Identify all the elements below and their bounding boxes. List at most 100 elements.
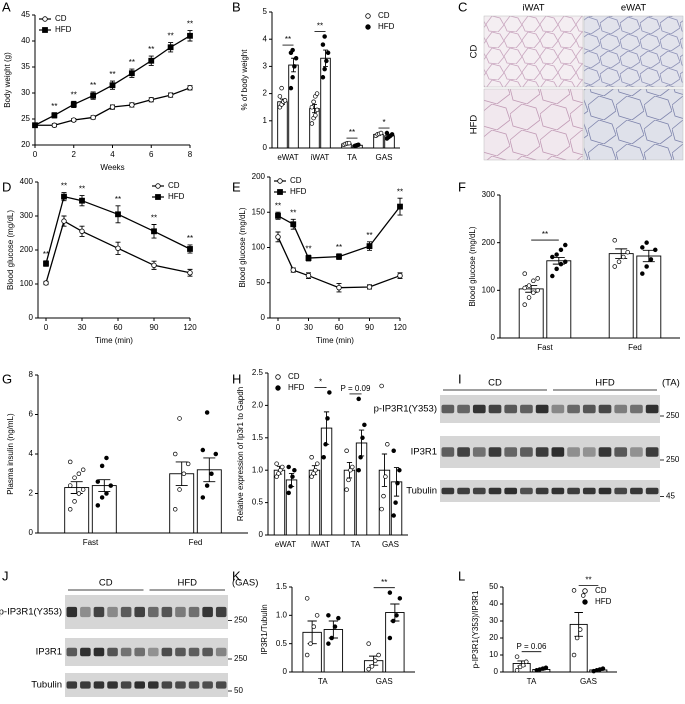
marker [42,16,48,22]
data-point [314,107,320,113]
data-point [394,613,399,618]
y-tick-label: 1.0 [276,610,288,619]
size-marker: 250 [234,616,248,625]
data-point [274,474,279,479]
data-point [514,654,520,659]
marker [275,212,281,219]
blot-band [567,487,580,495]
blot-band [598,487,612,495]
data-point [563,242,568,248]
data-point [563,259,568,264]
x-axis-label: Time (min) [316,336,354,345]
y-tick-label: 4 [263,34,268,43]
blot-band [134,681,145,689]
data-point [311,99,316,105]
blot-band [93,681,105,689]
blot-band [66,606,78,618]
data-point [76,491,82,496]
blot-band [535,404,549,414]
data-point [200,447,206,453]
data-point [390,618,396,624]
blot-band [107,647,118,657]
legend-label: CD [378,11,390,20]
significance: ** [115,195,121,204]
x-tick-label: 8 [188,150,193,159]
y-tick-label: 35 [21,62,30,71]
data-point [526,295,532,300]
marker [70,101,77,108]
data-point [308,641,313,646]
marker [366,243,373,249]
data-point [325,416,330,421]
data-point [204,483,210,488]
series-line [277,236,401,289]
data-point [395,480,400,486]
y-tick-label: 400 [20,177,34,186]
data-point [177,487,182,492]
data-point [346,477,351,483]
panel-letter: H [232,371,241,386]
blot-band [504,404,518,414]
blot-band [188,681,200,689]
error-bar [323,49,328,67]
data-point [350,464,355,470]
error-bar [98,479,111,492]
data-point [290,47,295,53]
x-tick-label: 4 [110,150,115,159]
blot-band [472,487,486,495]
y-tick-label: 0 [29,313,34,322]
blot-band [472,447,486,457]
x-tick-label: eWAT [277,153,298,162]
blot-band [535,487,549,495]
legend-label: HFD [595,597,612,606]
data-point [520,662,526,668]
data-point [369,664,375,669]
marker [167,92,174,98]
row-label: IP3R1 [36,647,62,658]
data-point [209,471,214,477]
marker [109,82,116,89]
data-point [324,58,329,64]
data-point [99,463,105,469]
blot-band [107,681,118,689]
marker [42,27,48,33]
marker [290,221,297,228]
data-point [535,276,540,281]
y-tick-label: 2.5 [252,368,264,377]
bar [518,288,544,339]
data-point [381,493,386,499]
x-tick-label: TA [347,153,357,162]
marker [397,273,403,279]
panel-letter: I [458,371,462,386]
y-tick-label: 2 [263,89,268,98]
blot-band [120,647,132,657]
marker [582,588,588,594]
data-point [389,132,395,137]
data-point [522,271,527,276]
data-point [581,593,586,598]
significance: ** [305,244,311,253]
blot-band [582,404,596,414]
x-tick-label: TA [351,540,361,549]
significance: ** [366,231,372,240]
data-point [327,390,332,395]
significance: ** [151,214,157,223]
significance: * [319,378,322,387]
data-point [378,130,384,136]
marker [365,24,371,30]
y-tick-label: 100 [252,243,266,252]
data-point [177,416,182,421]
y-axis-label: p-IP3R1(Y353)/IP3R1 [471,590,480,668]
data-point [304,652,310,658]
histology-image [483,15,584,88]
row-label: Tubulin [31,680,62,691]
data-point [80,467,86,473]
legend-label: CD [595,586,607,595]
error-bar [312,104,317,114]
y-tick-label: 0 [261,313,266,322]
data-point [292,64,297,69]
marker [115,245,121,251]
data-point [387,590,393,595]
y-axis-label: Relative expression of Ip3r1 to Gapdh [236,387,245,521]
